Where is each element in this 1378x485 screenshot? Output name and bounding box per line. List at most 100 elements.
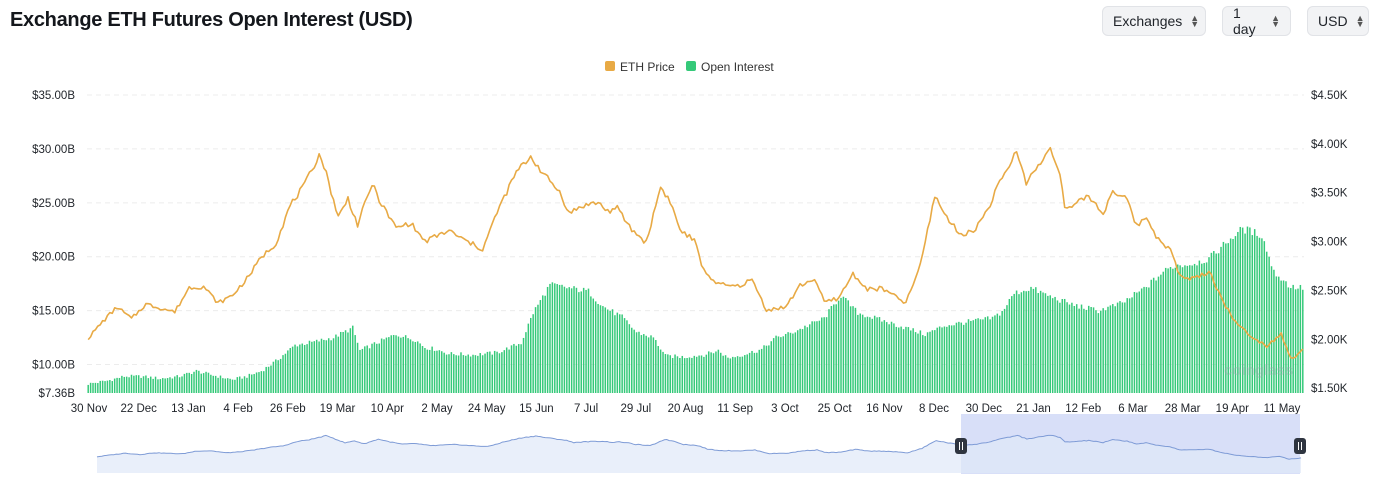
oi-bar: [299, 344, 301, 393]
oi-bar: [873, 315, 876, 393]
oi-bar: [1085, 309, 1088, 393]
left-axis-tick-label: $25.00B: [32, 198, 75, 210]
oi-bar: [784, 333, 787, 393]
oi-bar: [1205, 262, 1208, 393]
oi-bar: [534, 307, 537, 393]
legend-item-eth-price[interactable]: ETH Price: [605, 60, 675, 74]
exchanges-select[interactable]: Exchanges ▲ ▼: [1102, 6, 1206, 36]
oi-bar: [741, 356, 744, 393]
oi-bar: [414, 341, 417, 393]
oi-bar: [946, 326, 948, 393]
oi-bar: [111, 381, 113, 393]
x-axis-tick-label: 11 May: [1264, 403, 1301, 415]
oi-bar: [320, 338, 323, 393]
oi-bar: [616, 312, 619, 393]
oi-bar: [1157, 276, 1160, 393]
oi-bar: [792, 333, 794, 393]
oi-bar: [498, 353, 501, 393]
oi-bar: [958, 321, 960, 393]
x-axis-tick-label: 30 Dec: [966, 403, 1003, 415]
oi-bar: [1294, 289, 1297, 393]
oi-bar: [294, 344, 296, 393]
oi-bar: [876, 317, 878, 393]
oi-bar: [183, 373, 186, 393]
oi-bar: [248, 373, 251, 393]
oi-bar: [655, 340, 657, 393]
navigator-handle-grip[interactable]: [955, 438, 967, 454]
oi-bar: [1184, 265, 1186, 393]
oi-bar: [154, 376, 157, 393]
oi-bar: [402, 336, 405, 393]
navigator-handle-grip[interactable]: [1294, 438, 1306, 454]
oi-bar: [1285, 281, 1287, 393]
oi-bar: [178, 377, 181, 393]
navigator[interactable]: [96, 414, 1306, 474]
oi-bar: [977, 318, 979, 393]
oi-bar: [441, 351, 443, 393]
oi-bar: [609, 310, 611, 393]
oi-bar: [453, 354, 455, 393]
oi-bar: [1080, 304, 1083, 393]
oi-bar: [554, 283, 556, 393]
oi-bar: [246, 377, 248, 393]
oi-bar: [1287, 287, 1290, 393]
oi-bar: [395, 335, 397, 393]
oi-bar: [1083, 308, 1085, 393]
oi-bar: [527, 323, 530, 393]
oi-bar: [97, 383, 99, 393]
oi-bar: [1280, 280, 1282, 393]
oi-bar: [575, 287, 578, 393]
x-axis-tick-label: 22 Dec: [120, 403, 157, 415]
oi-bar: [1138, 291, 1140, 393]
oi-bar: [986, 316, 989, 393]
oi-bar: [1150, 279, 1153, 393]
oi-bar: [631, 327, 633, 393]
oi-bar: [638, 331, 640, 393]
x-axis-tick-label: 19 Apr: [1216, 403, 1249, 415]
oi-bar: [1244, 233, 1246, 393]
oi-bar: [113, 378, 116, 393]
oi-bar: [1278, 276, 1280, 393]
oi-bar: [474, 355, 477, 393]
legend-item-open-interest[interactable]: Open Interest: [686, 60, 774, 74]
oi-bar: [1275, 276, 1278, 393]
interval-select[interactable]: 1 day ▲ ▼: [1222, 5, 1291, 37]
oi-bar: [433, 350, 436, 393]
oi-bar: [837, 300, 840, 393]
oi-bar: [604, 307, 607, 393]
oi-bar: [1256, 235, 1258, 393]
oi-bar: [253, 374, 255, 393]
oi-bar: [149, 376, 152, 393]
oi-bar: [291, 346, 294, 393]
oi-bar: [857, 314, 859, 393]
oi-bar: [1239, 226, 1242, 393]
navigator-handle-right[interactable]: [1294, 438, 1306, 454]
oi-bar: [1023, 290, 1025, 393]
oi-bar: [152, 378, 154, 393]
oi-bar: [258, 372, 260, 393]
oi-bar: [561, 284, 563, 393]
oi-bar: [383, 339, 385, 393]
oi-bar: [448, 354, 450, 393]
oi-bar: [234, 379, 236, 393]
oi-bar: [332, 338, 335, 393]
x-axis-tick-label: 28 Mar: [1165, 403, 1201, 415]
oi-bar: [801, 329, 804, 393]
x-axis-tick-label: 26 Feb: [270, 403, 306, 415]
navigator-handle-left[interactable]: [955, 438, 967, 454]
oi-bar: [556, 284, 558, 393]
oi-bar: [419, 343, 421, 393]
oi-bar: [772, 338, 775, 393]
oi-bar: [1116, 302, 1119, 393]
oi-bar: [164, 378, 166, 393]
oi-bar: [537, 304, 539, 393]
oi-bar: [703, 356, 705, 393]
oi-bar: [205, 371, 207, 393]
left-axis-labels: $7.36B $10.00B $15.00B $20.00B $25.00B $30.00…: [32, 90, 75, 400]
oi-bar: [907, 327, 910, 393]
oi-bar: [1302, 289, 1304, 393]
open-interest-bars: [87, 226, 1304, 393]
currency-select[interactable]: USD ▲ ▼: [1307, 6, 1369, 36]
oi-bar: [695, 356, 698, 393]
